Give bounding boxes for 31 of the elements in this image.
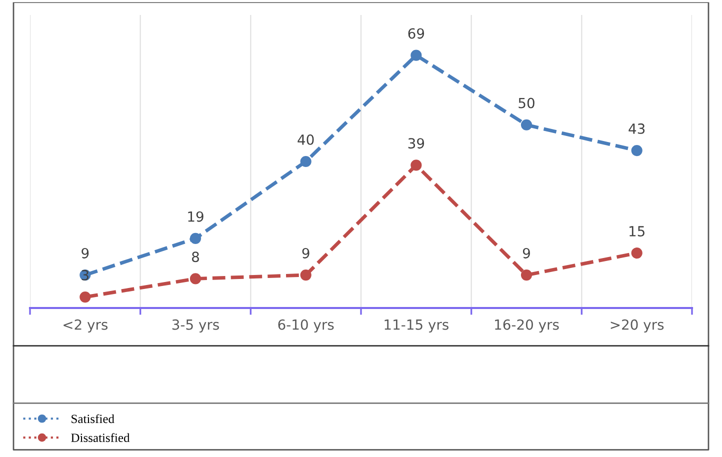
point [520,119,532,130]
data-label: 3 [82,270,88,280]
data-label: 9 [522,248,530,258]
data-label: 43 [628,123,645,134]
data-label: 39 [408,138,424,149]
data-label: 8 [192,252,199,262]
point [410,50,422,61]
data-label: 69 [408,28,424,39]
point [190,273,202,284]
legend-label: Satisfied [72,414,114,424]
x-tick-label: 16-20 yrs [495,319,559,333]
x-tick-label: 3-5 yrs [172,319,219,333]
point [520,269,532,281]
point [300,156,312,168]
data-label: 50 [518,98,534,108]
point [300,269,312,281]
data-label: 9 [82,248,89,258]
data-label: 9 [302,248,310,258]
point [190,232,202,244]
point [631,144,642,156]
data-label: 19 [188,211,204,222]
data-label: 15 [630,226,644,236]
data-label: 40 [298,134,314,145]
point [410,160,422,171]
legend-label: Dissatisfied [71,433,130,442]
point [631,248,642,259]
point [80,291,91,303]
x-tick-label: >20 yrs [610,319,664,333]
x-tick-label: <2 yrs [64,319,108,333]
x-tick-label: 11-15 yrs [384,320,448,333]
x-tick-label: 6-10 yrs [278,319,334,333]
